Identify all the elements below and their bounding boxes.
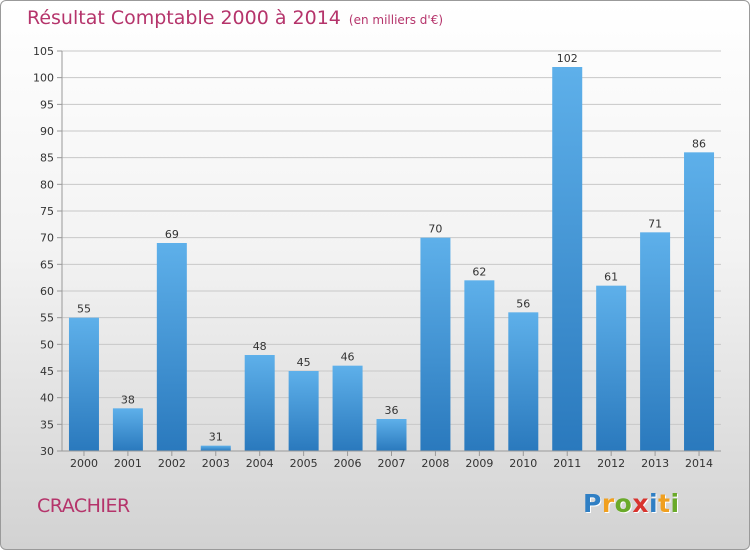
x-tick-label: 2003 (202, 457, 230, 470)
data-label: 86 (692, 137, 706, 150)
bar (68, 317, 99, 451)
data-label: 31 (209, 431, 223, 444)
logo-letter: x (632, 489, 649, 518)
y-tick-label: 55 (40, 312, 54, 325)
bar (156, 243, 187, 451)
y-tick-label: 105 (33, 45, 54, 58)
x-tick-label: 2004 (246, 457, 274, 470)
bar (464, 280, 495, 451)
x-tick-label: 2002 (158, 457, 186, 470)
data-labels: 55 38 69 31 48 45 46 36 70 62 56 102 61 71 86 (77, 52, 706, 444)
logo-letter: P (583, 489, 602, 518)
axes: 30 35 40 45 50 55 60 65 70 75 80 85 90 95 100 105 2000 20… (33, 45, 721, 470)
bar (376, 419, 407, 451)
data-label: 62 (472, 265, 486, 278)
y-tick-label: 35 (40, 418, 54, 431)
y-tick-label: 30 (40, 445, 54, 458)
data-label: 56 (516, 297, 530, 310)
bar (112, 408, 143, 451)
y-tick-label: 90 (40, 125, 54, 138)
x-tick-label: 2001 (114, 457, 142, 470)
data-label: 36 (385, 404, 399, 417)
y-tick-label: 85 (40, 152, 54, 165)
data-label: 71 (648, 217, 662, 230)
bar (420, 237, 451, 451)
x-tick-label: 2007 (378, 457, 406, 470)
bar (200, 445, 231, 451)
bar (552, 67, 583, 451)
logo-letter: r (601, 489, 615, 518)
logo-letter: i (649, 489, 659, 518)
data-label: 69 (165, 228, 179, 241)
y-tick-label: 70 (40, 232, 54, 245)
commune-name: CRACHIER (37, 495, 130, 517)
y-tick-label: 95 (40, 98, 54, 111)
data-label: 46 (341, 351, 355, 364)
logo-letter: i (670, 489, 680, 518)
bar (508, 312, 539, 451)
x-tick-label: 2005 (290, 457, 318, 470)
x-tick-label: 2010 (509, 457, 537, 470)
data-label: 61 (604, 271, 618, 284)
x-tick-label: 2014 (685, 457, 713, 470)
data-label: 70 (428, 223, 442, 236)
logo-letter: o (614, 489, 633, 518)
data-label: 55 (77, 303, 91, 316)
y-tick-label: 100 (33, 72, 54, 85)
y-tick-label: 40 (40, 392, 54, 405)
title-unit: (en milliers d'€) (348, 13, 444, 27)
data-label: 38 (121, 393, 135, 406)
x-tick-label: 2012 (597, 457, 625, 470)
bars (68, 67, 715, 452)
title-main: Résultat Comptable 2000 à 2014 (27, 7, 341, 29)
data-label: 45 (297, 356, 311, 369)
bar (684, 152, 715, 452)
y-tick-label: 75 (40, 205, 54, 218)
bar (244, 355, 275, 451)
x-tick-label: 2013 (641, 457, 669, 470)
chart-title: Résultat Comptable 2000 à 2014 (en millie… (27, 7, 443, 29)
x-tick-label: 2009 (465, 457, 493, 470)
proxiti-logo[interactable]: Proxiti (583, 489, 680, 518)
y-tick-label: 45 (40, 365, 54, 378)
x-tick-label: 2006 (334, 457, 362, 470)
x-tick-label: 2008 (421, 457, 449, 470)
x-tick-label: 2011 (553, 457, 581, 470)
y-tick-label: 80 (40, 178, 54, 191)
y-tick-label: 60 (40, 285, 54, 298)
data-label: 48 (253, 340, 267, 353)
x-tick-label: 2000 (70, 457, 98, 470)
y-tick-label: 65 (40, 258, 54, 271)
bar (332, 365, 363, 451)
bar (640, 232, 671, 451)
data-label: 102 (557, 52, 578, 65)
bar (288, 371, 319, 451)
bar (596, 285, 627, 451)
y-tick-label: 50 (40, 338, 54, 351)
logo-letter: t (658, 489, 671, 518)
